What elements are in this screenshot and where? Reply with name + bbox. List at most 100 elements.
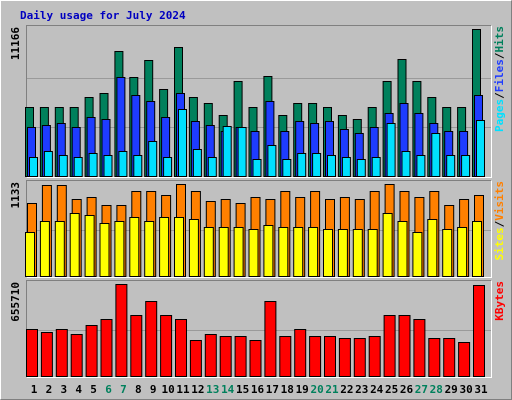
bar <box>264 301 277 377</box>
x-tick-label: 9 <box>150 383 157 396</box>
x-tick-label: 25 <box>385 383 398 396</box>
bar <box>341 157 351 177</box>
x-tick-label: 20 <box>310 383 323 396</box>
bar <box>133 155 143 177</box>
x-tick-label: 5 <box>90 383 97 396</box>
bar <box>130 315 143 377</box>
bar <box>249 340 262 377</box>
bar <box>252 159 262 177</box>
bar <box>103 155 113 177</box>
bar <box>73 157 83 177</box>
bar <box>88 153 98 177</box>
bar <box>382 213 393 277</box>
bar <box>386 123 396 177</box>
bar <box>58 155 68 177</box>
legend-entry: Pages <box>493 99 506 132</box>
x-tick-label: 8 <box>135 383 142 396</box>
bar <box>401 151 411 177</box>
bar <box>203 227 214 277</box>
bar <box>278 227 289 277</box>
bar <box>472 221 482 277</box>
x-tick-label: 21 <box>325 383 339 396</box>
bar <box>457 227 468 277</box>
bar <box>159 217 170 277</box>
bar <box>443 338 456 377</box>
legend: Pages/Files/Hits <box>493 26 506 132</box>
x-tick-label: 14 <box>221 383 235 396</box>
bar <box>218 227 229 277</box>
bar <box>100 319 113 377</box>
x-tick-label: 13 <box>206 383 219 396</box>
bar <box>222 126 232 177</box>
x-tick-label: 1 <box>31 383 38 396</box>
y-tick-label: 1133 <box>9 182 22 209</box>
bar <box>148 141 158 177</box>
bar <box>233 227 244 277</box>
bar <box>115 284 128 377</box>
x-tick-label: 2 <box>46 383 53 396</box>
bar <box>293 227 304 277</box>
bar <box>476 120 485 177</box>
legend-separator: / <box>493 92 506 99</box>
legend-entry: Visits <box>493 181 506 221</box>
bar <box>308 227 319 277</box>
bar <box>353 338 366 377</box>
bar <box>114 221 125 277</box>
legend: KBytes <box>493 281 506 321</box>
bar <box>398 315 411 377</box>
bar <box>145 301 158 377</box>
bar <box>26 329 38 377</box>
bar <box>279 336 292 377</box>
legend-entry: Sites <box>493 227 506 260</box>
bar <box>129 217 140 277</box>
bar <box>282 159 292 177</box>
bar <box>294 329 307 377</box>
chart-title: Daily usage for July 2024 <box>20 9 186 22</box>
y-tick-label: 11166 <box>9 27 22 60</box>
bar <box>192 149 202 177</box>
x-tick-label: 23 <box>355 383 368 396</box>
bar <box>85 325 98 377</box>
bar <box>367 229 378 277</box>
bar <box>99 223 110 277</box>
bar <box>323 229 333 277</box>
x-tick-label: 12 <box>191 383 204 396</box>
bar <box>461 155 471 177</box>
bar <box>25 232 35 277</box>
bar <box>263 225 274 277</box>
panel-border-light <box>26 25 492 178</box>
bar <box>189 340 202 377</box>
bar <box>412 232 423 277</box>
bar <box>337 229 348 277</box>
bar <box>174 217 184 277</box>
x-tick-label: 16 <box>251 383 265 396</box>
bar <box>55 329 68 377</box>
bar <box>175 319 187 377</box>
x-tick-label: 11 <box>176 383 190 396</box>
bar <box>84 215 95 277</box>
legend: Sites/Visits <box>493 181 506 261</box>
bar <box>428 338 441 377</box>
x-tick-label: 7 <box>120 383 127 396</box>
bar <box>219 336 232 377</box>
x-tick-label: 6 <box>105 383 112 396</box>
bar <box>160 315 173 377</box>
bar <box>207 157 217 177</box>
bar <box>54 221 65 277</box>
bar <box>237 127 247 177</box>
bar <box>368 336 381 377</box>
x-tick-label: 30 <box>459 383 472 396</box>
bar <box>327 155 336 177</box>
bar <box>29 157 38 177</box>
bar <box>416 155 426 177</box>
bar <box>324 336 336 377</box>
bar <box>458 342 471 377</box>
bar <box>234 336 247 377</box>
x-tick-label: 22 <box>340 383 353 396</box>
bar <box>40 332 53 377</box>
bar <box>39 221 50 277</box>
legend-separator: / <box>493 52 506 59</box>
bar <box>297 153 307 177</box>
